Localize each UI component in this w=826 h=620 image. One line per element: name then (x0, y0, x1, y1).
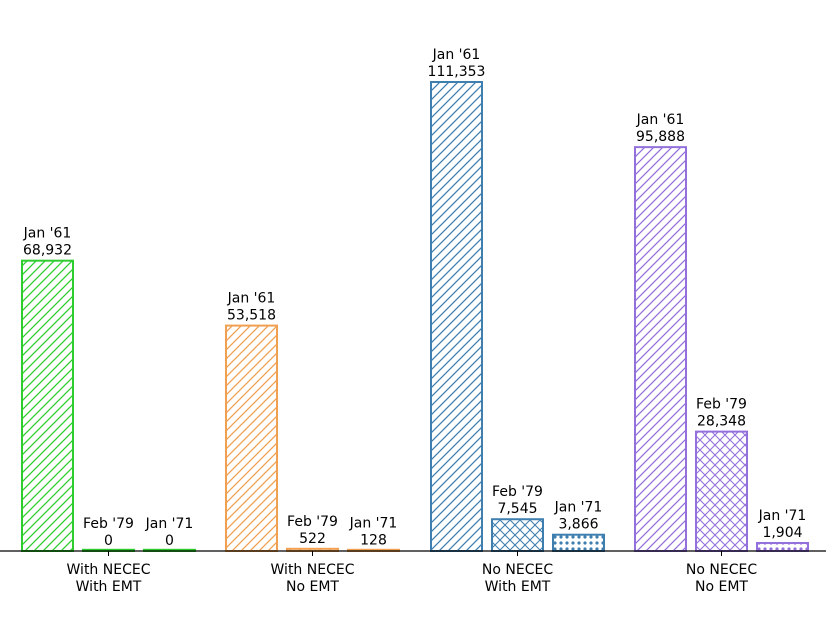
bar-date-label: Feb '79 (696, 397, 747, 413)
bar-value-label: 95,888 (636, 129, 685, 145)
bar-date-label: Jan '71 (758, 508, 807, 524)
bar-date-label: Jan '71 (554, 500, 603, 516)
bar-date-label: Jan '61 (227, 291, 276, 307)
bar-date-label: Jan '61 (432, 47, 481, 63)
bar-value-label: 1,904 (762, 525, 802, 541)
bar (552, 533, 605, 552)
bar (756, 541, 809, 552)
bar-date-label: Feb '79 (83, 516, 134, 532)
x-tick-label: No EMT (695, 579, 748, 595)
bar-value-label: 111,353 (428, 64, 486, 80)
bar-value-label: 128 (360, 532, 387, 548)
x-tick-label: With NECEC (67, 562, 151, 578)
bar (430, 81, 483, 552)
bar-value-label: 0 (165, 533, 174, 549)
x-tick-label: No NECEC (686, 562, 757, 578)
bar-date-label: Jan '61 (23, 226, 72, 242)
bar-value-label: 3,866 (558, 517, 598, 533)
bar-value-label: 7,545 (497, 501, 537, 517)
bar (634, 146, 687, 553)
bar-value-label: 28,348 (697, 414, 746, 430)
bar-value-label: 68,932 (23, 243, 72, 259)
x-tick-label: With EMT (76, 579, 142, 595)
bar-date-label: Feb '79 (492, 484, 543, 500)
x-tick-label: With EMT (485, 579, 551, 595)
bar-date-label: Jan '71 (349, 515, 398, 531)
x-tick-label: No NECEC (482, 562, 553, 578)
bar-date-label: Jan '61 (636, 112, 685, 128)
x-tick-label: With NECEC (271, 562, 355, 578)
bar-date-label: Jan '71 (145, 516, 194, 532)
bar (21, 259, 74, 552)
x-tick-label: No EMT (286, 579, 339, 595)
bar-value-label: 0 (104, 533, 113, 549)
bar-value-label: 522 (299, 531, 326, 547)
bar (695, 430, 748, 553)
bar-date-label: Feb '79 (287, 514, 338, 530)
bar (225, 324, 278, 553)
bars-layer (21, 81, 809, 553)
bar (491, 518, 544, 553)
bar-value-label: 53,518 (227, 308, 276, 324)
